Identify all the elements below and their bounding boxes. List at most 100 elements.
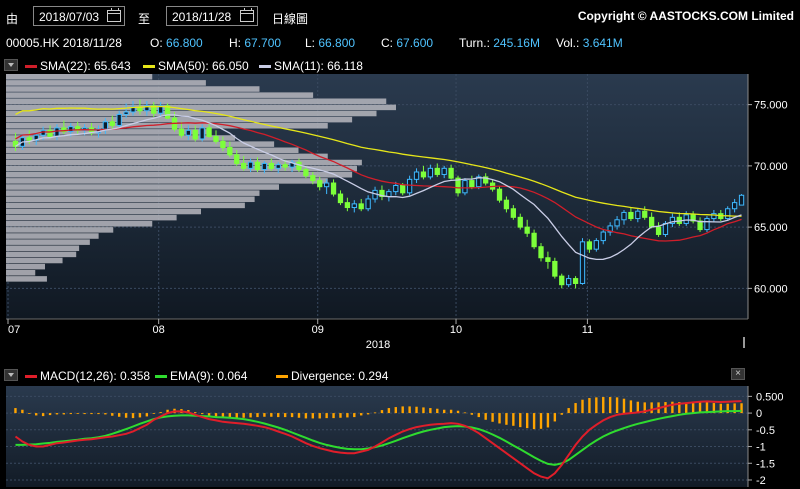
volume-profile-bar bbox=[6, 165, 357, 172]
sma11-label: SMA(11): 66.118 bbox=[274, 59, 363, 73]
legend-divergence: Divergence: 0.294 bbox=[276, 369, 388, 383]
divergence-bar bbox=[380, 410, 384, 414]
candle-body bbox=[642, 210, 648, 218]
quote-row: 00005.HK 2018/11/28 O: 66.800 H: 67.700 … bbox=[0, 36, 800, 52]
candle-body bbox=[310, 175, 316, 182]
volume-profile-bar bbox=[6, 86, 260, 92]
divergence-bar bbox=[373, 412, 377, 414]
candle-body bbox=[545, 257, 551, 262]
candle-body bbox=[531, 232, 537, 248]
macd-y-tick-label: -1 bbox=[756, 442, 766, 454]
candle-body bbox=[697, 220, 703, 231]
divergence-bar bbox=[698, 402, 702, 414]
candle-body bbox=[455, 177, 461, 194]
divergence-bar bbox=[422, 407, 425, 414]
macd-line bbox=[14, 400, 742, 480]
candle-body bbox=[206, 127, 212, 137]
divergence-bar bbox=[41, 413, 45, 417]
candle-body bbox=[351, 203, 357, 209]
candle-body bbox=[358, 203, 364, 210]
x-year-label: 2018 bbox=[366, 339, 390, 351]
candle-body bbox=[185, 129, 191, 136]
ema-line bbox=[15, 409, 742, 466]
divergence-bar bbox=[519, 413, 522, 428]
candle-body bbox=[662, 222, 669, 235]
candle-body bbox=[116, 113, 122, 126]
volume-profile-bar bbox=[6, 129, 211, 135]
ema-swatch bbox=[155, 375, 167, 379]
candle-body bbox=[725, 208, 731, 220]
macd-y-tick-label: 0 bbox=[756, 408, 762, 420]
high-label: H: bbox=[229, 36, 241, 50]
divergence-bar bbox=[436, 408, 439, 414]
chart-type-label[interactable]: 日線圖 bbox=[272, 12, 309, 26]
copyright-text: Copyright © AASTOCKS.COM Limited bbox=[577, 9, 794, 23]
macd-legend: MACD(12,26): 0.358 EMA(9): 0.064 Diverge… bbox=[0, 366, 750, 384]
candle-body bbox=[317, 180, 323, 188]
candle-body bbox=[282, 164, 288, 168]
calendar-icon[interactable] bbox=[240, 8, 254, 22]
candle-body bbox=[607, 225, 613, 233]
legend-sma11: SMA(11): 66.118 bbox=[259, 59, 363, 73]
candle-body bbox=[192, 129, 198, 140]
divergence-bar bbox=[21, 409, 24, 414]
candle-body bbox=[61, 127, 67, 133]
divergence-bar bbox=[567, 408, 570, 414]
volume-profile-bar bbox=[6, 227, 114, 233]
candle-body bbox=[393, 184, 399, 193]
macd-chart[interactable]: 0.500 0 -0.5 -1 -1.5 -2 bbox=[0, 364, 800, 489]
candle-body bbox=[621, 211, 627, 221]
candle-body bbox=[261, 162, 268, 171]
candle-body bbox=[400, 184, 406, 194]
divergence-bar bbox=[484, 413, 487, 420]
volume-profile-bar bbox=[6, 245, 80, 252]
candle-body bbox=[365, 198, 371, 210]
divergence-bar bbox=[532, 413, 536, 430]
divergence-bar bbox=[525, 413, 529, 429]
volume-profile-bar bbox=[6, 80, 206, 86]
candle-body bbox=[469, 180, 475, 188]
candle-body bbox=[254, 161, 261, 171]
divergence-bar bbox=[290, 413, 294, 418]
candle-body bbox=[434, 167, 440, 175]
divergence-bar bbox=[491, 413, 494, 422]
candle-body bbox=[669, 216, 676, 224]
candle-body bbox=[386, 191, 392, 197]
candle-body bbox=[164, 105, 171, 119]
candle-body bbox=[144, 105, 150, 112]
sma50-label: SMA(50): 66.050 bbox=[158, 59, 249, 73]
divergence-bar bbox=[429, 408, 432, 414]
macd-legend-toggle-button[interactable] bbox=[4, 369, 18, 381]
divergence-bar bbox=[408, 406, 411, 414]
high-value: 67.700 bbox=[244, 36, 282, 50]
volume-profile-bar bbox=[6, 270, 36, 276]
divergence-bar bbox=[145, 413, 149, 417]
volume-label: Vol.: bbox=[556, 36, 580, 50]
divergence-bar bbox=[76, 413, 79, 414]
divergence-bar bbox=[678, 402, 681, 414]
price-chart[interactable]: 60.000 65.000 70.000 75.000 07 08 09 10 11 2018 bbox=[0, 74, 800, 364]
volume-profile-bar bbox=[6, 104, 396, 111]
legend-toggle-button[interactable] bbox=[4, 59, 18, 71]
close-macd-button[interactable]: × bbox=[731, 368, 745, 380]
sma22-swatch bbox=[25, 65, 37, 69]
candle-body bbox=[572, 278, 579, 284]
x-tick-label: 11 bbox=[582, 324, 593, 336]
start-date-input[interactable]: 2018/07/03 bbox=[33, 6, 125, 26]
end-date-value: 2018/11/28 bbox=[172, 10, 232, 24]
divergence-bar bbox=[622, 398, 626, 414]
candle-body bbox=[234, 154, 240, 164]
open-value: 66.800 bbox=[166, 36, 203, 50]
macd-y-tick-label: 0.500 bbox=[756, 391, 784, 403]
volume-profile-bar bbox=[6, 251, 77, 258]
divergence-bar bbox=[131, 413, 135, 419]
candle-body bbox=[323, 182, 330, 188]
calendar-icon[interactable] bbox=[107, 8, 121, 22]
symbol-date: 00005.HK 2018/11/28 bbox=[6, 36, 122, 50]
divergence-bar bbox=[55, 413, 59, 415]
volume-profile-bar bbox=[6, 110, 377, 117]
candle-body bbox=[337, 193, 344, 204]
volume-profile-bar bbox=[6, 147, 299, 154]
end-date-input[interactable]: 2018/11/28 bbox=[166, 6, 258, 26]
volume-profile-bar bbox=[6, 153, 328, 160]
